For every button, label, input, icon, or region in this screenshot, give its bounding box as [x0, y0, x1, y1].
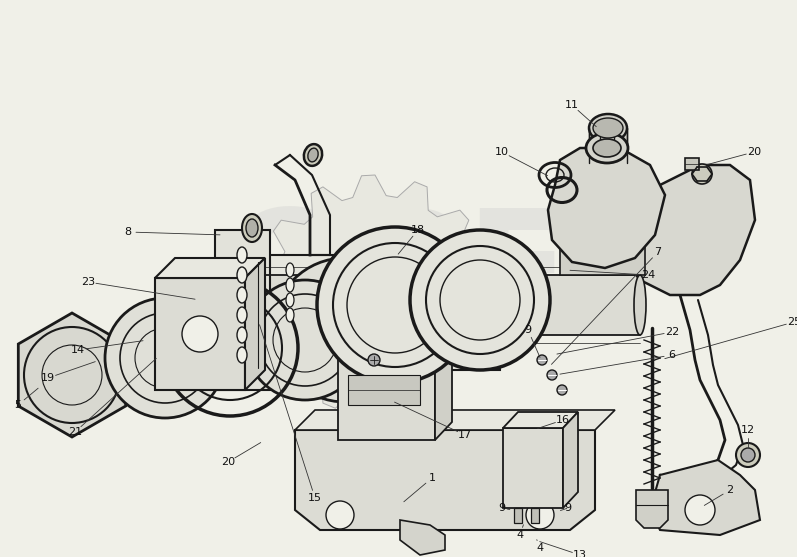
Polygon shape [400, 520, 445, 555]
Text: 12: 12 [741, 425, 755, 435]
Polygon shape [295, 430, 595, 530]
Ellipse shape [286, 308, 294, 322]
Text: 17: 17 [458, 430, 472, 440]
Circle shape [736, 443, 760, 467]
Ellipse shape [286, 278, 294, 292]
Polygon shape [155, 278, 245, 390]
Text: 9: 9 [524, 325, 532, 335]
Ellipse shape [237, 327, 247, 343]
Text: 24: 24 [641, 270, 655, 280]
Polygon shape [215, 230, 270, 390]
Circle shape [410, 230, 550, 370]
Circle shape [182, 316, 218, 352]
Text: 20: 20 [747, 147, 761, 157]
Polygon shape [230, 255, 500, 370]
Text: 16: 16 [556, 415, 570, 425]
Text: 4: 4 [516, 530, 524, 540]
Text: 8: 8 [124, 227, 132, 237]
Text: 13: 13 [573, 550, 587, 557]
Ellipse shape [304, 144, 322, 166]
Text: 14: 14 [71, 345, 85, 355]
Circle shape [326, 501, 354, 529]
Polygon shape [503, 412, 578, 428]
Ellipse shape [237, 347, 247, 363]
Text: 15: 15 [308, 493, 322, 503]
Ellipse shape [234, 275, 246, 335]
Ellipse shape [237, 247, 247, 263]
Circle shape [685, 495, 715, 525]
Text: 25: 25 [787, 317, 797, 327]
Bar [240, 275, 640, 335]
Text: 2: 2 [726, 485, 733, 495]
Polygon shape [625, 165, 755, 295]
Ellipse shape [586, 133, 628, 163]
Polygon shape [650, 460, 760, 535]
Circle shape [692, 164, 712, 184]
Ellipse shape [237, 267, 247, 283]
Text: 20: 20 [221, 457, 235, 467]
Circle shape [537, 355, 547, 365]
Polygon shape [295, 410, 615, 430]
Text: 19: 19 [41, 373, 55, 383]
Ellipse shape [286, 263, 294, 277]
Ellipse shape [237, 287, 247, 303]
Ellipse shape [286, 293, 294, 307]
Ellipse shape [237, 307, 247, 323]
Text: 1: 1 [429, 473, 435, 483]
Bar [685, 158, 699, 170]
Polygon shape [636, 490, 668, 528]
Text: 21: 21 [68, 427, 82, 437]
Text: 22: 22 [665, 327, 679, 337]
Ellipse shape [634, 275, 646, 335]
Text: 10: 10 [495, 147, 509, 157]
Circle shape [245, 280, 365, 400]
Text: 18: 18 [411, 225, 425, 235]
Polygon shape [338, 342, 452, 360]
Ellipse shape [242, 214, 262, 242]
Polygon shape [563, 412, 578, 508]
Circle shape [105, 298, 225, 418]
Text: OPE: OPE [224, 203, 570, 353]
Circle shape [317, 227, 473, 383]
Text: 9: 9 [498, 503, 505, 513]
Circle shape [526, 501, 554, 529]
Text: 23: 23 [81, 277, 95, 287]
Bar [514, 508, 522, 523]
Text: 4: 4 [536, 543, 544, 553]
Text: 11: 11 [565, 100, 579, 110]
Ellipse shape [246, 219, 258, 237]
Circle shape [368, 354, 380, 366]
Ellipse shape [593, 139, 621, 157]
Text: 5: 5 [14, 400, 22, 410]
Bar [348, 375, 420, 405]
Bar [589, 128, 627, 163]
Circle shape [547, 370, 557, 380]
Polygon shape [256, 175, 494, 415]
Circle shape [741, 448, 755, 462]
Polygon shape [245, 258, 265, 390]
Polygon shape [338, 360, 435, 440]
Text: 7: 7 [654, 247, 662, 257]
Polygon shape [435, 342, 452, 440]
Ellipse shape [308, 148, 318, 162]
Polygon shape [548, 148, 665, 268]
Polygon shape [503, 428, 563, 508]
Ellipse shape [593, 118, 623, 138]
Polygon shape [18, 313, 126, 437]
Bar [531, 508, 539, 523]
Circle shape [557, 385, 567, 395]
Ellipse shape [589, 114, 627, 142]
Circle shape [273, 258, 417, 402]
Polygon shape [155, 258, 265, 278]
Text: 6: 6 [669, 350, 676, 360]
Bar [560, 235, 645, 275]
Text: 9: 9 [564, 503, 571, 513]
